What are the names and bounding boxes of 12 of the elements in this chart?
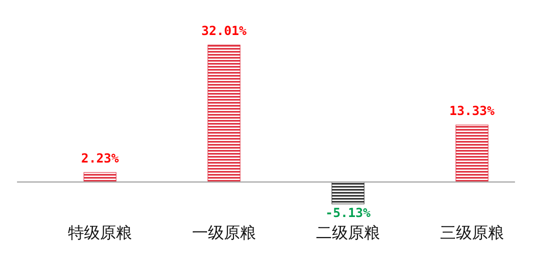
x-tick-label: 特级原粮	[68, 223, 132, 242]
x-tick-label: 二级原粮	[316, 223, 380, 242]
x-tick-label: 一级原粮	[192, 223, 256, 242]
data-label: 13.33%	[449, 102, 496, 118]
data-label: 2.23%	[81, 150, 120, 166]
bar	[456, 124, 488, 182]
x-tick-label: 三级原粮	[440, 223, 504, 242]
bar	[208, 44, 240, 182]
bar	[84, 172, 116, 182]
data-label: -5.13%	[325, 204, 372, 220]
bar	[332, 182, 364, 204]
data-label: 32.01%	[201, 23, 248, 38]
